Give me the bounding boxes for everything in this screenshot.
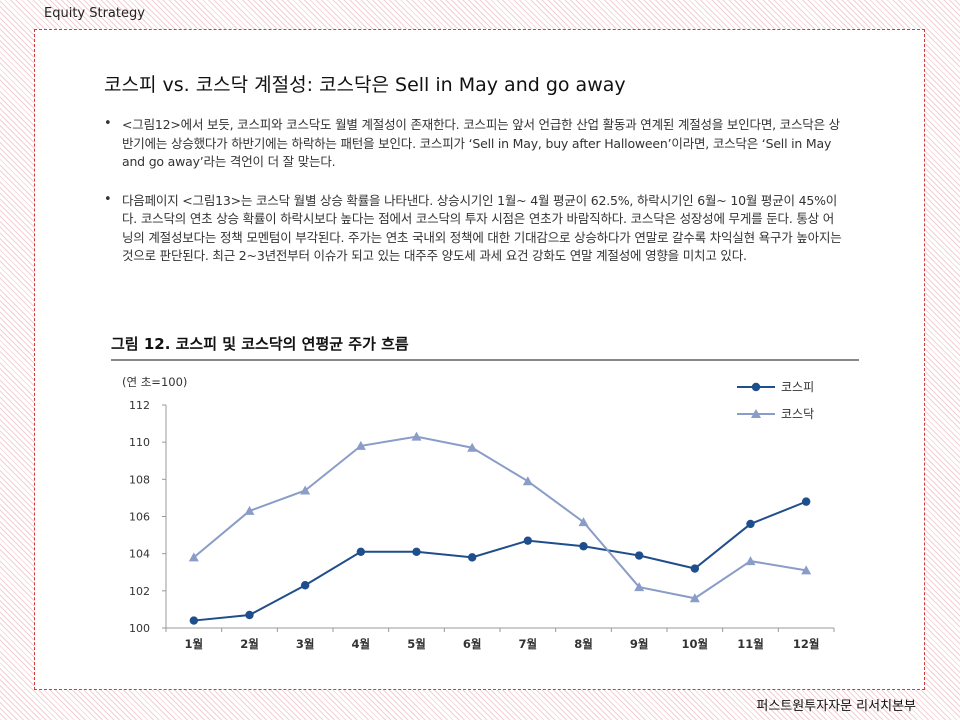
y-tick-label: 110 [129, 436, 150, 449]
kosdaq-point [411, 431, 422, 441]
kosdaq-point [689, 593, 700, 603]
kospi-point [467, 553, 477, 562]
legend-label: 코스피 [781, 380, 814, 394]
chart-series [188, 431, 812, 625]
kosdaq-point [745, 556, 756, 566]
kospi-point [801, 497, 811, 506]
kospi-point [245, 610, 254, 620]
bullet-item: • 다음페이지 <그림13>는 코스닥 월별 상승 확률을 나타낸다. 상승시기… [104, 192, 844, 266]
kospi-point [690, 564, 700, 573]
y-tick-label: 102 [129, 585, 150, 598]
figure-title: 그림 12. 코스피 및 코스닥의 연평균 주가 흐름 [111, 335, 409, 353]
series-line-kosdaq [193, 435, 807, 600]
kospi-point [523, 536, 533, 545]
kospi-point [746, 519, 755, 529]
bullet-dot-icon: • [104, 191, 112, 207]
bullet-text: <그림12>에서 보듯, 코스피와 코스닥도 월별 계절성이 존재한다. 코스피… [122, 117, 840, 169]
y-tick-label: 104 [129, 548, 150, 561]
x-tick-label: 4월 [352, 637, 371, 651]
x-tick-label: 6월 [463, 637, 482, 651]
legend-marker [751, 382, 761, 392]
kosdaq-point [522, 476, 533, 486]
y-tick-label: 108 [129, 473, 150, 486]
bullet-dot-icon: • [104, 116, 112, 131]
series-line-kospi [193, 500, 807, 622]
kospi-point [356, 547, 366, 557]
y-tick-label: 106 [129, 511, 150, 524]
kosdaq-point [634, 582, 645, 592]
x-tick-label: 1월 [185, 637, 204, 651]
kosdaq-point [578, 517, 589, 527]
bullet-text: 다음페이지 <그림13>는 코스닥 월별 상승 확률을 나타낸다. 상승시기인 … [122, 192, 842, 264]
kosdaq-point [801, 565, 812, 575]
kosdaq-point [188, 552, 199, 562]
y-tick-label: 100 [129, 622, 150, 635]
kosdaq-point [300, 485, 311, 495]
kospi-point [634, 551, 644, 560]
y-unit-label: (연 초=100) [122, 375, 187, 389]
x-tick-label: 5월 [407, 637, 426, 651]
section-label: Equity Strategy [44, 6, 145, 21]
x-tick-label: 12월 [793, 637, 820, 651]
footer-source: 퍼스트원투자자문 리서치본부 [756, 699, 916, 714]
x-tick-label: 8월 [574, 637, 593, 651]
chart-axes: (연 초=100) 100 102 104 106 108 110 112 1월 2월 3월 4월 5월… [122, 375, 835, 651]
figure-divider [111, 359, 859, 361]
legend-label: 코스닥 [781, 407, 814, 421]
x-tick-label: 7월 [519, 637, 538, 651]
kosdaq-point [244, 505, 255, 515]
y-tick-label: 112 [129, 399, 150, 412]
kospi-point [412, 547, 421, 557]
bullet-item: • <그림12>에서 보듯, 코스피와 코스닥도 월별 계절성이 존재한다. 코… [104, 116, 844, 172]
kospi-point [579, 542, 588, 551]
x-tick-label: 3월 [296, 637, 315, 651]
x-tick-label: 9월 [630, 637, 649, 651]
x-tick-label: 2월 [240, 637, 259, 651]
kosdaq-point [355, 440, 366, 450]
legend-marker [751, 409, 761, 418]
kosdaq-point [467, 442, 478, 452]
kospi-point [189, 616, 199, 625]
kospi-point [300, 581, 310, 590]
page-title: 코스피 vs. 코스닥 계절성: 코스닥은 Sell in May and go… [104, 74, 626, 96]
x-tick-label: 11월 [737, 637, 764, 651]
x-tick-label: 10월 [682, 637, 709, 651]
bullet-list: • <그림12>에서 보듯, 코스피와 코스닥도 월별 계절성이 존재한다. 코… [104, 116, 844, 286]
